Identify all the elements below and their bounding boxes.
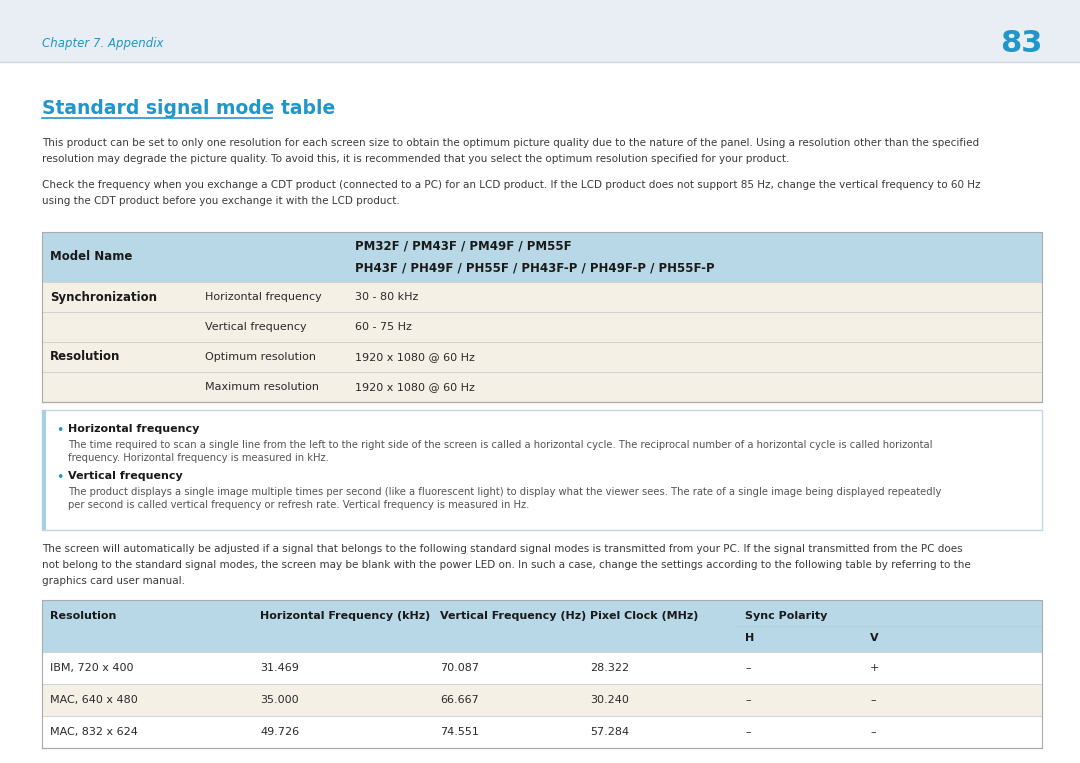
Text: MAC, 640 x 480: MAC, 640 x 480 (50, 695, 138, 705)
Bar (42, 684, 1042, 716)
Text: 83: 83 (1000, 30, 1042, 59)
Text: not belong to the standard signal modes, the screen may be blank with the power : not belong to the standard signal modes,… (42, 560, 971, 570)
Text: The screen will automatically be adjusted if a signal that belongs to the follow: The screen will automatically be adjuste… (42, 544, 962, 554)
Text: +: + (870, 663, 879, 673)
Text: 30 - 80 kHz: 30 - 80 kHz (355, 292, 418, 302)
Text: 74.551: 74.551 (440, 727, 478, 737)
Text: 1920 x 1080 @ 60 Hz: 1920 x 1080 @ 60 Hz (355, 352, 475, 362)
Text: –: – (745, 695, 751, 705)
Text: –: – (745, 727, 751, 737)
Text: Sync Polarity: Sync Polarity (745, 611, 827, 621)
Text: MAC, 832 x 624: MAC, 832 x 624 (50, 727, 138, 737)
Text: 35.000: 35.000 (260, 695, 299, 705)
Text: Resolution: Resolution (50, 350, 120, 363)
Text: 30.240: 30.240 (590, 695, 629, 705)
Text: Horizontal frequency: Horizontal frequency (205, 292, 322, 302)
Text: frequency. Horizontal frequency is measured in kHz.: frequency. Horizontal frequency is measu… (68, 453, 329, 463)
Text: –: – (745, 663, 751, 673)
Text: 70.087: 70.087 (440, 663, 480, 673)
Text: The time required to scan a single line from the left to the right side of the s: The time required to scan a single line … (68, 440, 932, 450)
Text: Pixel Clock (MHz): Pixel Clock (MHz) (590, 611, 699, 621)
Text: H: H (745, 633, 754, 643)
Text: 1920 x 1080 @ 60 Hz: 1920 x 1080 @ 60 Hz (355, 382, 475, 392)
Text: 66.667: 66.667 (440, 695, 478, 705)
Text: Resolution: Resolution (50, 611, 117, 621)
Text: per second is called vertical frequency or refresh rate. Vertical frequency is m: per second is called vertical frequency … (68, 500, 529, 510)
Text: Optimum resolution: Optimum resolution (205, 352, 316, 362)
Text: •: • (56, 471, 64, 484)
Text: resolution may degrade the picture quality. To avoid this, it is recommended tha: resolution may degrade the picture quali… (42, 154, 789, 164)
Text: Horizontal Frequency (kHz): Horizontal Frequency (kHz) (260, 611, 430, 621)
Bar (42, 342, 1042, 372)
Text: The product displays a single image multiple times per second (like a fluorescen: The product displays a single image mult… (68, 487, 942, 497)
Text: 49.726: 49.726 (260, 727, 299, 737)
Text: –: – (870, 695, 876, 705)
Bar (42, 716, 1042, 748)
Text: Standard signal mode table: Standard signal mode table (42, 98, 335, 118)
Text: graphics card user manual.: graphics card user manual. (42, 576, 185, 586)
Text: 31.469: 31.469 (260, 663, 299, 673)
Bar (42, 372, 1042, 402)
Text: IBM, 720 x 400: IBM, 720 x 400 (50, 663, 134, 673)
Text: Model Name: Model Name (50, 250, 133, 263)
Text: using the CDT product before you exchange it with the LCD product.: using the CDT product before you exchang… (42, 196, 400, 206)
Text: 57.284: 57.284 (590, 727, 630, 737)
Text: Vertical frequency: Vertical frequency (68, 471, 183, 481)
Text: 28.322: 28.322 (590, 663, 630, 673)
Text: Chapter 7. Appendix: Chapter 7. Appendix (42, 37, 163, 50)
Text: V: V (870, 633, 879, 643)
Text: Horizontal frequency: Horizontal frequency (68, 424, 200, 434)
Text: This product can be set to only one resolution for each screen size to obtain th: This product can be set to only one reso… (42, 138, 980, 148)
Bar (42, 232, 1042, 402)
Bar (42, 600, 1042, 652)
Bar (42, 410, 1042, 530)
Bar (42, 410, 46, 530)
Bar (42, 282, 1042, 312)
Text: •: • (56, 424, 64, 437)
Text: 60 - 75 Hz: 60 - 75 Hz (355, 322, 411, 332)
Text: –: – (870, 727, 876, 737)
Text: Synchronization: Synchronization (50, 291, 157, 304)
Text: Maximum resolution: Maximum resolution (205, 382, 319, 392)
Bar (42, 312, 1042, 342)
Bar (42, 652, 1042, 684)
Bar (0, 0, 1080, 62)
Text: PH43F / PH49F / PH55F / PH43F-P / PH49F-P / PH55F-P: PH43F / PH49F / PH55F / PH43F-P / PH49F-… (355, 262, 715, 275)
Text: Vertical frequency: Vertical frequency (205, 322, 307, 332)
Text: PM32F / PM43F / PM49F / PM55F: PM32F / PM43F / PM49F / PM55F (355, 240, 571, 253)
Text: Vertical Frequency (Hz): Vertical Frequency (Hz) (440, 611, 586, 621)
Bar (42, 600, 1042, 748)
Bar (42, 232, 1042, 282)
Text: Check the frequency when you exchange a CDT product (connected to a PC) for an L: Check the frequency when you exchange a … (42, 180, 981, 190)
